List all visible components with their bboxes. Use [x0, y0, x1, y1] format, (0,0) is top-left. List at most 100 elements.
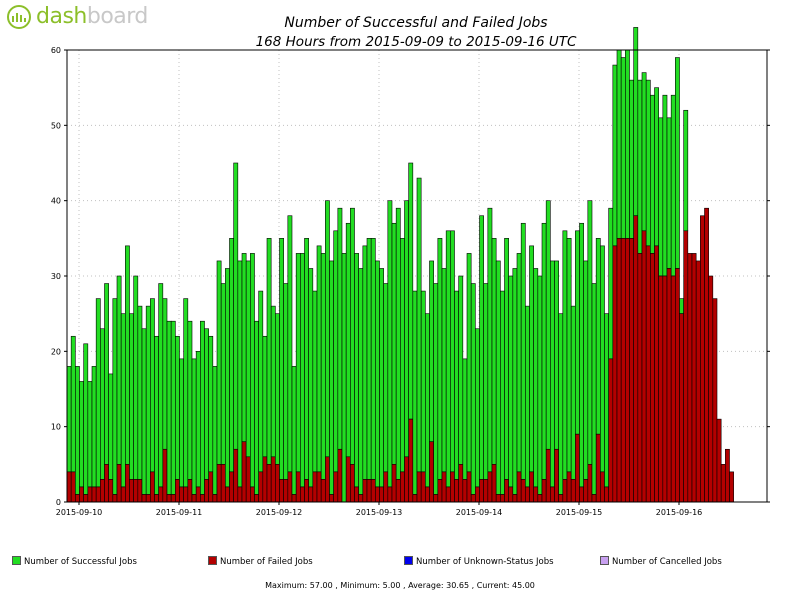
bar-failed [283, 479, 289, 503]
bar-successful [683, 109, 689, 232]
bar-successful [395, 207, 401, 480]
bar-successful [200, 320, 205, 495]
bar-failed [137, 479, 143, 503]
bar-successful [275, 313, 280, 465]
bar-successful [579, 222, 584, 488]
bar-successful [120, 313, 126, 488]
bar-successful [437, 238, 443, 480]
bar-failed [529, 471, 534, 503]
bar-successful [279, 238, 284, 480]
bar-successful [308, 268, 314, 488]
bar-successful [220, 283, 226, 465]
stats-footer: Maximum: 57.00 , Minimum: 5.00 , Average… [265, 581, 535, 590]
bar-failed [462, 479, 468, 503]
bar-successful [295, 253, 301, 473]
bar-failed [450, 471, 455, 503]
bar-failed [145, 494, 151, 503]
bar-successful [670, 94, 676, 277]
bar-failed [108, 479, 114, 503]
bar-successful [337, 207, 343, 450]
bar-successful [145, 305, 151, 495]
bar-successful [620, 57, 626, 239]
bar-successful [150, 298, 155, 473]
bar-successful [225, 268, 230, 488]
x-tick-label: 2015-09-11 [156, 508, 203, 517]
bar-successful [379, 268, 384, 488]
bar-failed [83, 494, 89, 503]
bar-failed [404, 456, 409, 503]
bar-failed [708, 275, 714, 503]
bar-successful [562, 230, 568, 480]
bar-failed [191, 494, 197, 503]
bar-successful [516, 253, 522, 473]
bar-successful [191, 358, 197, 495]
bar-failed [495, 494, 501, 503]
bar-successful [391, 222, 397, 465]
bar-failed [129, 479, 134, 503]
bars [66, 27, 734, 503]
bar-successful [529, 245, 534, 473]
bar-failed [316, 471, 322, 503]
bar-successful [554, 260, 559, 450]
bar-failed [525, 486, 530, 503]
legend-label: Number of Failed Jobs [220, 557, 313, 567]
bar-failed [175, 479, 180, 503]
bar-failed [700, 215, 705, 503]
bar-failed [254, 494, 259, 503]
bar-failed [604, 486, 609, 503]
bar-successful [312, 290, 318, 473]
bar-failed [545, 448, 551, 503]
bar-failed [537, 494, 543, 503]
bar-failed [141, 494, 147, 503]
bar-failed [704, 207, 709, 503]
bar-successful [208, 335, 214, 473]
bar-successful [87, 381, 93, 488]
bar-failed [566, 471, 572, 503]
y-tick-label: 10 [51, 423, 61, 432]
y-axis: 0 10 20 30 40 50 60 [51, 46, 770, 507]
bar-successful [637, 79, 643, 254]
bar-successful [354, 253, 359, 488]
bar-successful [162, 298, 168, 450]
bar-failed [720, 464, 726, 503]
x-tick-label: 2015-09-13 [356, 508, 403, 517]
bar-failed [304, 479, 309, 503]
bar-failed [716, 418, 722, 503]
bar-failed [695, 260, 701, 503]
bar-successful [583, 260, 589, 480]
bar-successful [91, 366, 97, 488]
bar-failed [70, 471, 76, 503]
bar-successful [575, 230, 580, 435]
bar-failed [362, 479, 368, 503]
legend-cancelled: Number of Cancelled Jobs [600, 556, 722, 568]
logo-suffix: board [86, 4, 149, 29]
bar-successful [587, 200, 593, 465]
bar-successful [483, 283, 489, 480]
bar-successful [70, 335, 76, 473]
x-tick-label: 2015-09-10 [56, 508, 103, 517]
bar-successful [408, 162, 414, 420]
bar-failed [270, 456, 276, 503]
bar-failed [420, 471, 426, 503]
x-tick-label: 2015-09-12 [256, 508, 303, 517]
bar-failed [104, 464, 109, 503]
bar-successful [520, 222, 526, 480]
legend-unknown: Number of Unknown-Status Jobs [404, 556, 554, 568]
bar-successful [491, 238, 497, 465]
bar-successful [650, 94, 655, 254]
bar-failed [691, 253, 697, 503]
bar-failed [608, 358, 614, 503]
bar-successful [300, 253, 305, 488]
x-tick-label: 2015-09-15 [556, 508, 603, 517]
bar-failed [666, 268, 672, 503]
chart-subtitle: 168 Hours from 2015-09-09 to 2015-09-16 … [255, 34, 577, 50]
bar-failed [133, 479, 139, 503]
bar-successful [525, 305, 530, 488]
bar-successful [245, 260, 251, 458]
bar-successful [545, 200, 551, 450]
bar-failed [612, 245, 618, 503]
bar-successful [654, 87, 659, 247]
bar-successful [375, 260, 380, 488]
bar-failed [575, 433, 580, 503]
bar-failed [641, 230, 647, 503]
